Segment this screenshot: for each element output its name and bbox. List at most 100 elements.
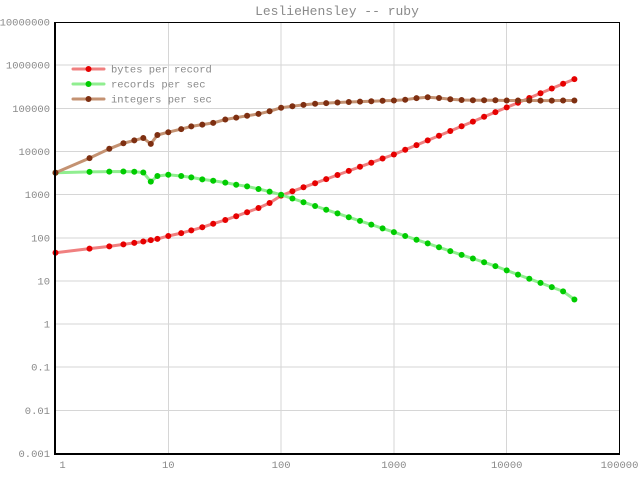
records-per-sec-point <box>537 279 544 286</box>
records-per-sec-point <box>515 271 521 278</box>
bytes-per-record-point <box>458 123 465 130</box>
records-per-sec-point <box>469 255 476 262</box>
legend-marker-integers-per-sec <box>85 96 92 102</box>
y-tick-label: 10000000 <box>0 18 50 30</box>
records-per-sec-point <box>278 191 285 198</box>
x-tick-label: 10 <box>162 460 175 472</box>
records-per-sec-point <box>503 267 510 274</box>
records-per-sec-point <box>140 169 147 176</box>
bytes-per-record-point <box>469 118 476 125</box>
y-tick-label: 0.01 <box>25 406 50 418</box>
legend-marker-bytes-per-record <box>85 66 92 72</box>
bytes-per-record-point <box>492 109 499 116</box>
bytes-per-record-point <box>323 176 330 183</box>
integers-per-sec-point <box>131 137 138 144</box>
integers-per-sec-point <box>503 97 510 104</box>
records-per-sec-point <box>312 203 319 209</box>
x-tick-label: 10000 <box>491 460 523 472</box>
grid-layer <box>55 22 620 454</box>
bytes-per-record-point <box>165 233 172 239</box>
integers-per-sec-point <box>210 119 217 126</box>
integers-per-sec-point <box>390 97 397 104</box>
bytes-per-record-point <box>300 184 307 191</box>
records-per-sec-point <box>402 233 409 239</box>
bytes-per-record-point <box>312 180 319 187</box>
records-per-sec-point <box>106 168 113 175</box>
records-per-sec-point <box>390 229 397 236</box>
records-per-sec-point <box>571 296 578 303</box>
records-per-sec-point <box>131 168 138 175</box>
integers-per-sec-point <box>147 140 154 147</box>
records-per-sec-point <box>413 236 420 243</box>
integers-per-sec-point <box>560 97 567 104</box>
bytes-per-record-point <box>379 155 386 162</box>
y-tick-label: 1 <box>44 320 50 332</box>
records-per-sec-point <box>424 240 431 247</box>
bytes-per-record-point <box>266 200 273 206</box>
integers-per-sec-point <box>86 155 93 162</box>
records-per-sec-point <box>255 186 262 192</box>
integers-per-sec-point <box>424 94 431 101</box>
integers-per-sec-point <box>300 101 307 108</box>
integers-per-sec-point <box>266 108 273 115</box>
integers-per-sec-point <box>458 97 465 103</box>
y-tick-label: 0.1 <box>31 363 50 375</box>
legend-label-integers-per-sec: integers per sec <box>111 95 212 107</box>
records-per-sec-point <box>323 206 330 213</box>
integers-per-sec-point <box>413 95 420 102</box>
integers-per-sec-point <box>334 99 341 106</box>
records-per-sec-point <box>368 221 375 228</box>
records-per-sec-point <box>244 183 251 190</box>
integers-per-sec-point <box>436 95 442 101</box>
x-tick-label: 100000 <box>601 460 639 472</box>
bytes-per-record-point <box>548 85 555 92</box>
records-per-sec-point <box>379 225 386 232</box>
bytes-per-record-point <box>222 217 229 223</box>
bytes-per-record-point <box>436 132 442 139</box>
integers-per-sec-point <box>233 114 240 121</box>
integers-per-sec-point <box>368 98 375 105</box>
records-per-sec-point <box>492 263 499 270</box>
bytes-per-record-point <box>210 220 217 227</box>
bytes-per-record-point <box>178 230 185 237</box>
bytes-per-record-point <box>289 188 296 195</box>
y-tick-label: 100000 <box>12 104 50 116</box>
bytes-per-record-point <box>154 235 161 242</box>
bytes-per-record-point <box>244 209 251 216</box>
legend-label-bytes-per-record: bytes per record <box>111 65 212 77</box>
records-per-sec-point <box>154 173 161 179</box>
records-per-sec-point <box>210 177 217 184</box>
bytes-per-record-point <box>413 142 420 149</box>
integers-per-sec-point <box>548 97 555 104</box>
integers-per-sec-point <box>199 121 206 128</box>
integers-per-sec-point <box>222 116 229 123</box>
bytes-per-record-point <box>131 239 138 246</box>
integers-per-sec-point <box>402 96 409 103</box>
records-per-sec-point <box>178 173 185 179</box>
records-per-sec-point <box>188 174 195 181</box>
integers-per-sec-point <box>323 100 330 107</box>
bytes-per-record-point <box>560 80 567 87</box>
axis-layer <box>54 22 620 455</box>
integers-per-sec-point <box>278 104 285 111</box>
records-per-sec-point <box>548 284 555 291</box>
bytes-per-record-point <box>188 227 195 234</box>
bytes-per-record-point <box>140 238 147 245</box>
legend-label-records-per-sec: records per sec <box>111 80 206 92</box>
records-per-sec-point <box>222 179 229 186</box>
y-tick-label: 100 <box>31 233 50 245</box>
y-tick-label: 1000000 <box>6 61 50 73</box>
bytes-per-record-point <box>147 237 154 244</box>
integers-per-sec-point <box>526 97 533 104</box>
chart-title: LeslieHensley -- ruby <box>255 4 419 19</box>
y-tick-label: 10 <box>37 276 50 288</box>
records-per-sec-point <box>357 217 363 224</box>
series-layer <box>52 76 578 303</box>
records-per-sec-point <box>345 214 352 221</box>
bytes-per-record-point <box>199 224 206 231</box>
integers-per-sec-point <box>188 123 195 130</box>
y-tick-label: 0.001 <box>18 449 50 461</box>
integers-per-sec-point <box>120 140 127 147</box>
integers-per-sec-point <box>106 145 113 152</box>
